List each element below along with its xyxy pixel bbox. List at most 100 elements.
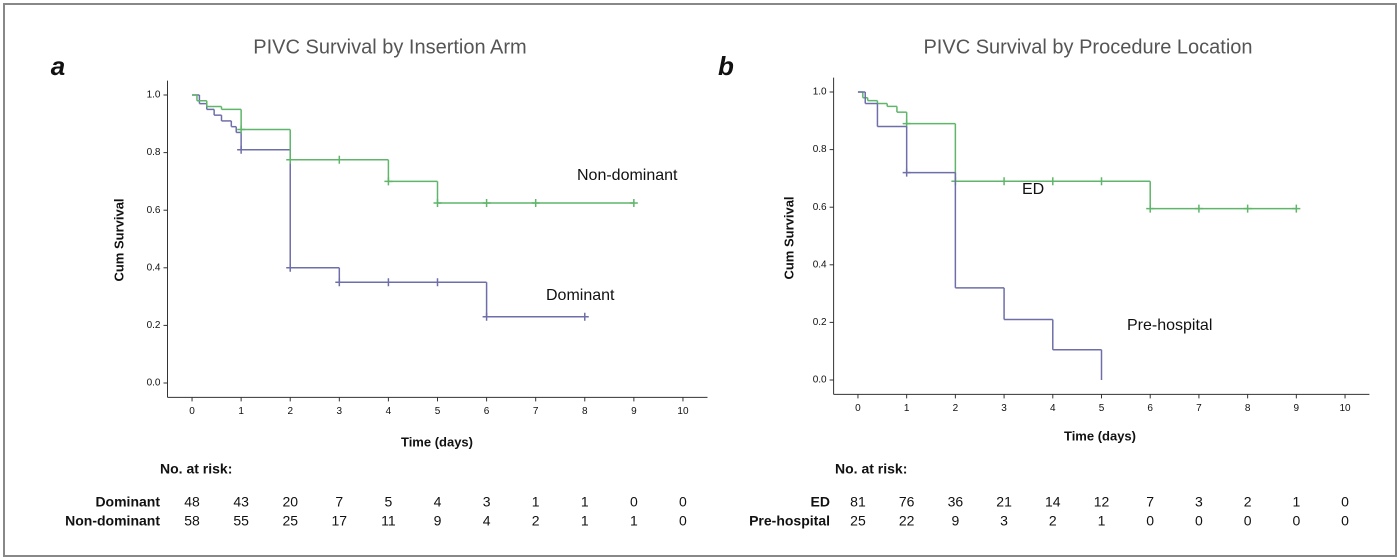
risk-value: 9 [951, 513, 959, 529]
x-tick-label: 10 [1339, 403, 1351, 414]
risk-value: 36 [948, 494, 964, 510]
risk-value: 4 [434, 494, 442, 510]
y-axis-title: Cum Survival [781, 196, 796, 279]
x-tick-label: 0 [189, 406, 195, 417]
risk-value: 1 [630, 513, 638, 529]
risk-value: 1 [581, 513, 589, 529]
risk-value: 1 [532, 494, 540, 510]
risk-value: 0 [1292, 513, 1300, 529]
x-tick-label: 1 [238, 406, 244, 417]
censor-mark [1292, 204, 1301, 213]
chart-title: PIVC Survival by Insertion Arm [253, 36, 526, 58]
y-tick-label: 0.4 [147, 262, 161, 273]
x-tick-label: 9 [1294, 403, 1300, 414]
chart-title: PIVC Survival by Procedure Location [923, 36, 1252, 58]
curve-label: ED [1022, 181, 1044, 198]
risk-value: 7 [1146, 494, 1154, 510]
x-tick-label: 6 [484, 406, 490, 417]
risk-value: 12 [1094, 494, 1110, 510]
y-tick-label: 0.2 [813, 317, 827, 328]
censor-mark [237, 125, 246, 134]
y-axis-title: Cum Survival [111, 198, 126, 281]
y-tick-label: 0.8 [813, 144, 827, 155]
x-axis-title: Time (days) [1064, 428, 1136, 443]
censor-mark [629, 199, 638, 207]
risk-value: 7 [335, 494, 343, 510]
y-tick-label: 1.0 [147, 90, 161, 101]
risk-value: 21 [996, 494, 1012, 510]
censor-mark [1146, 204, 1155, 213]
risk-value: 11 [381, 513, 396, 529]
censor-mark [482, 312, 491, 321]
risk-table-title: No. at risk: [835, 461, 907, 477]
y-tick-label: 0.2 [147, 320, 161, 331]
risk-value: 2 [532, 513, 540, 529]
x-tick-label: 2 [953, 403, 959, 414]
risk-value: 4 [483, 513, 491, 529]
y-tick-label: 0.0 [147, 378, 161, 389]
x-tick-label: 3 [337, 406, 343, 417]
x-tick-label: 7 [1196, 403, 1202, 414]
censor-mark [237, 145, 246, 154]
risk-value: 14 [1045, 494, 1061, 510]
censor-mark [902, 119, 911, 128]
censor-mark [335, 278, 344, 287]
censor-mark [1000, 177, 1009, 186]
censor-mark [335, 155, 344, 164]
risk-value: 25 [282, 513, 298, 529]
panel-label: b [718, 51, 734, 81]
risk-value: 5 [385, 494, 393, 510]
risk-value: 22 [899, 513, 915, 529]
risk-value: 3 [1195, 494, 1203, 510]
censor-mark [384, 278, 393, 287]
x-tick-label: 4 [386, 406, 392, 417]
y-tick-label: 0.4 [813, 259, 827, 270]
censor-mark [286, 155, 295, 164]
curve-label: Non-dominant [577, 167, 678, 184]
risk-value: 1 [581, 494, 589, 510]
risk-value: 0 [1244, 513, 1252, 529]
risk-value: 43 [233, 494, 249, 510]
y-tick-label: 0.8 [147, 147, 161, 158]
x-tick-label: 7 [533, 406, 539, 417]
censor-mark [433, 278, 442, 287]
x-tick-label: 2 [287, 406, 293, 417]
x-tick-label: 10 [677, 406, 689, 417]
risk-value: 0 [1195, 513, 1203, 529]
censor-mark [286, 263, 295, 272]
panel-label: a [51, 51, 65, 81]
x-tick-label: 3 [1001, 403, 1007, 414]
censor-mark [580, 312, 589, 321]
risk-value: 2 [1244, 494, 1252, 510]
x-tick-label: 1 [904, 403, 910, 414]
censor-mark [1243, 204, 1252, 213]
risk-value: 3 [483, 494, 491, 510]
x-tick-label: 8 [1245, 403, 1251, 414]
risk-value: 0 [679, 494, 687, 510]
risk-value: 0 [1146, 513, 1154, 529]
y-tick-label: 0.6 [813, 202, 827, 213]
risk-table-title: No. at risk: [160, 461, 232, 477]
risk-value: 58 [184, 513, 200, 529]
x-tick-label: 9 [631, 406, 637, 417]
censor-mark [482, 199, 491, 207]
censor-mark [902, 168, 911, 177]
risk-value: 3 [1000, 513, 1008, 529]
risk-value: 81 [850, 494, 866, 510]
x-axis-title: Time (days) [401, 434, 473, 449]
curve-label: Pre-hospital [1127, 317, 1212, 334]
censor-mark [1097, 177, 1106, 186]
risk-value: 17 [332, 513, 348, 529]
risk-value: 20 [282, 494, 298, 510]
risk-row-name: Non-dominant [65, 513, 160, 529]
risk-value: 0 [1341, 494, 1349, 510]
x-tick-label: 5 [435, 406, 441, 417]
censor-mark [1048, 177, 1057, 186]
risk-value: 9 [434, 513, 442, 529]
risk-row-name: Pre-hospital [749, 513, 830, 529]
risk-value: 2 [1049, 513, 1057, 529]
y-tick-label: 0.0 [813, 375, 827, 386]
x-tick-label: 4 [1050, 403, 1056, 414]
risk-value: 1 [1292, 494, 1300, 510]
